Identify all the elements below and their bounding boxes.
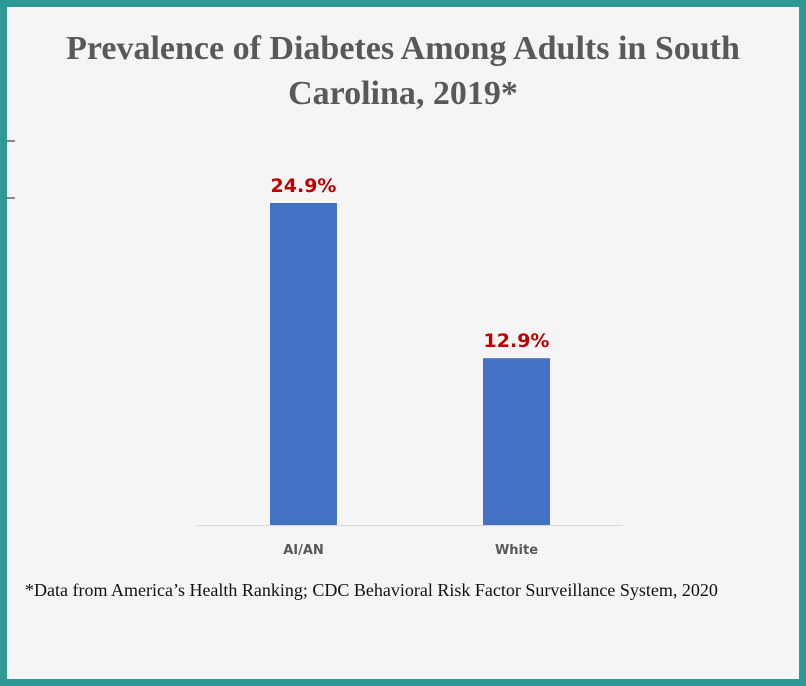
edge-tick: [7, 197, 15, 199]
data-label: 24.9%: [271, 175, 337, 197]
data-label: 12.9%: [484, 330, 550, 352]
chart-footnote: *Data from America’s Health Ranking; CDC…: [25, 580, 718, 600]
category-label: AI/AN: [283, 543, 324, 558]
chart-title: Prevalence of Diabetes Among Adults in S…: [66, 30, 740, 112]
category-label: White: [495, 543, 538, 558]
bar-ai-an: [270, 203, 337, 525]
edge-tick: [7, 140, 15, 142]
bar-white: [483, 358, 550, 525]
